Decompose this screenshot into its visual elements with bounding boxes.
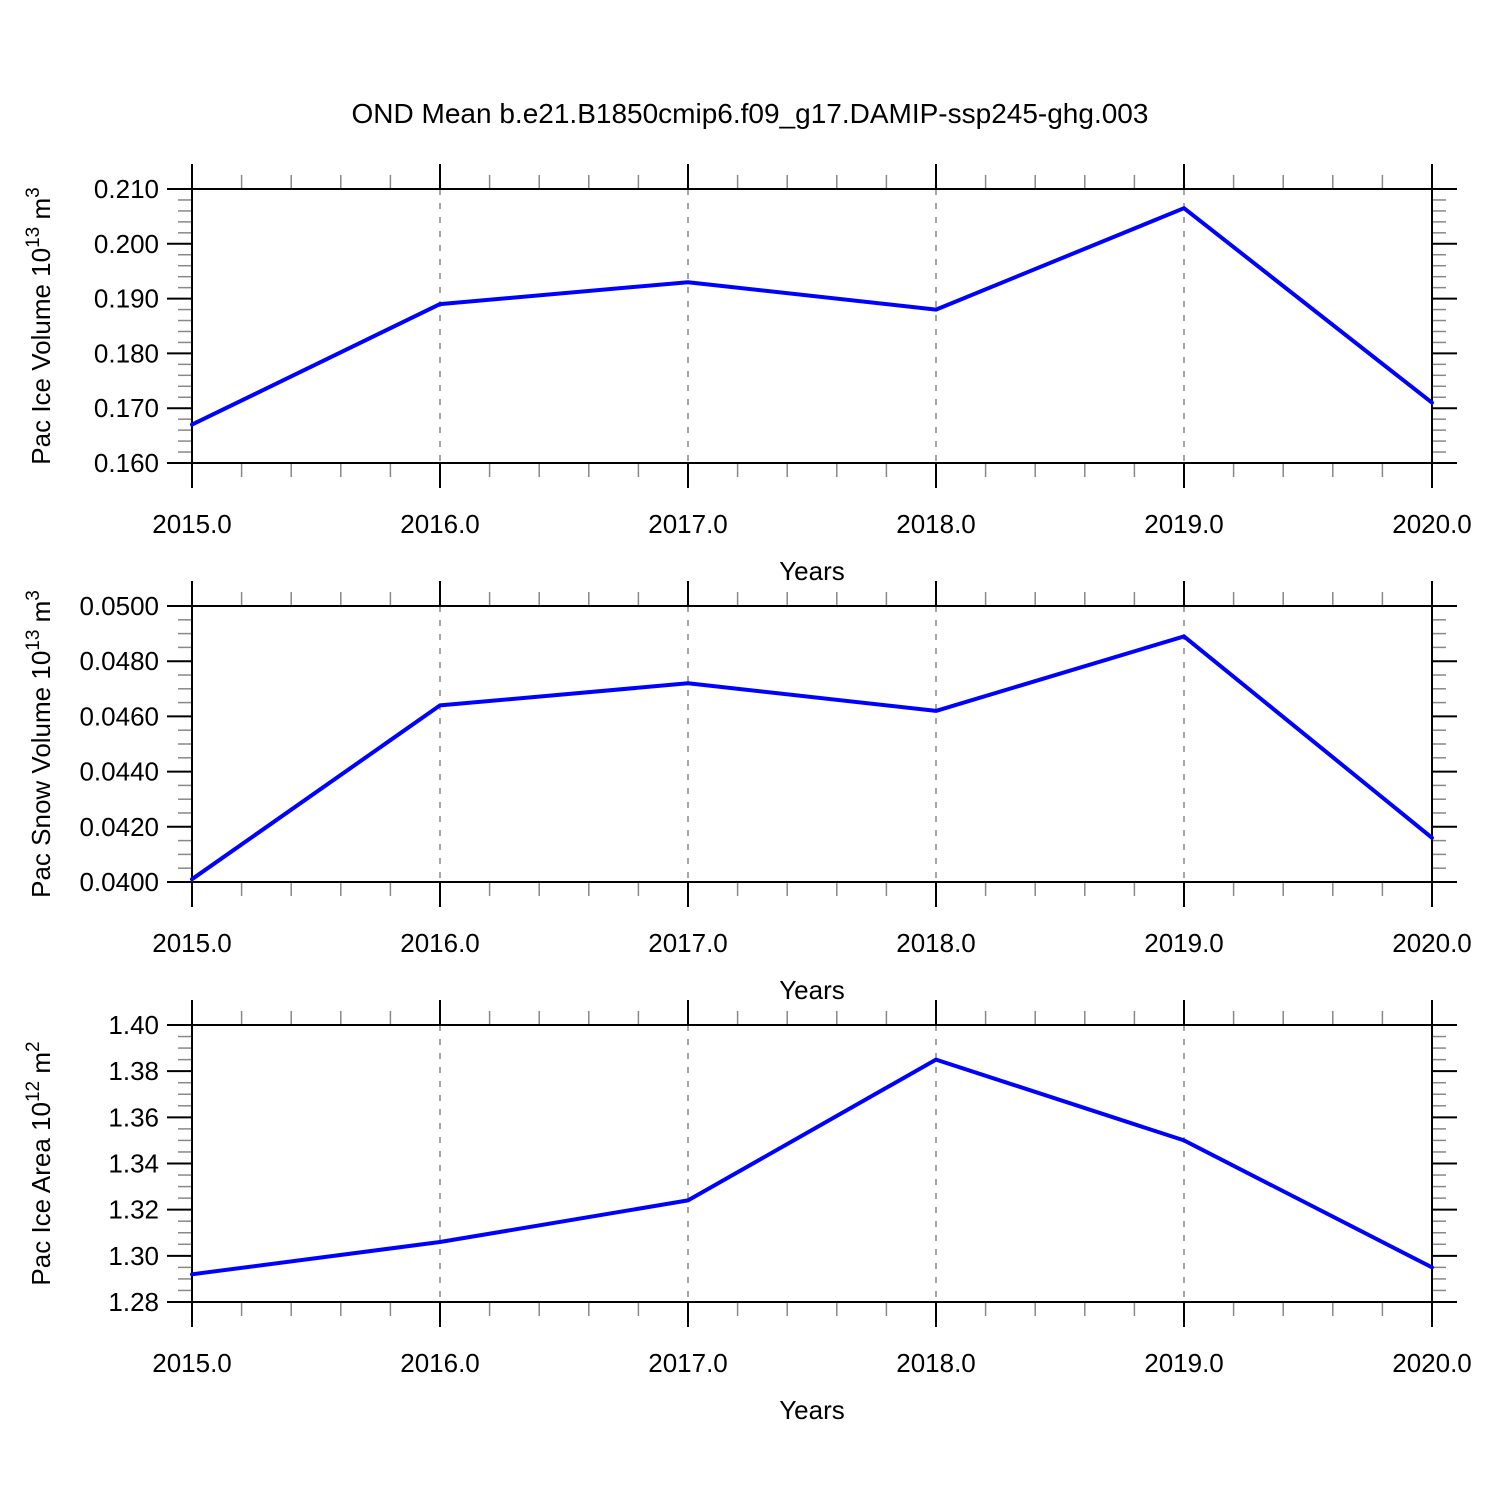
x-tick-label: 2015.0	[152, 509, 232, 539]
x-tick-label: 2020.0	[1392, 928, 1472, 958]
x-axis-title: Years	[779, 1395, 845, 1425]
y-tick-label: 0.0420	[79, 812, 159, 842]
y-tick-label: 1.40	[108, 1010, 159, 1040]
y-axis-title-text: Pac Snow Volume 10	[26, 651, 56, 898]
data-line-panel-1	[190, 206, 1434, 427]
y-tick-label: 0.0480	[79, 646, 159, 676]
y-tick-label: 0.170	[94, 393, 159, 423]
panel-3: 1.28 1.30 1.32 1.34 1.36 1.38 1.40 2015.0 2016.0…	[23, 1000, 1472, 1425]
y-axis-title-sup: 12	[23, 1081, 44, 1102]
y-tick-label: 0.190	[94, 284, 159, 314]
y-axis-title: Pac Snow Volume 1013 m3	[23, 590, 56, 898]
plot-frame	[191, 1024, 1433, 1303]
x-tick-label: 2019.0	[1144, 1348, 1224, 1378]
y-axis-title-sup: 3	[23, 187, 44, 198]
y-axis-title-text: Pac Ice Area 10	[26, 1102, 56, 1286]
y-tick-label: 1.34	[108, 1149, 159, 1179]
x-tick-label: 2017.0	[648, 509, 728, 539]
x-tick-label: 2015.0	[152, 928, 232, 958]
x-tick-label: 2018.0	[896, 1348, 976, 1378]
x-tick-label: 2020.0	[1392, 509, 1472, 539]
x-tick-label: 2019.0	[1144, 928, 1224, 958]
y-axis-title-sup: 2	[23, 1041, 44, 1052]
y-tick-label: 1.36	[108, 1102, 159, 1132]
y-tick-label: 0.200	[94, 229, 159, 259]
y-tick-label: 0.160	[94, 448, 159, 478]
x-tick-label: 2017.0	[648, 928, 728, 958]
x-tick-label: 2019.0	[1144, 509, 1224, 539]
x-tick-label: 2020.0	[1392, 1348, 1472, 1378]
y-tick-label: 1.30	[108, 1241, 159, 1271]
y-axis-title-sup: 13	[23, 227, 44, 248]
figure-title: OND Mean b.e21.B1850cmip6.f09_g17.DAMIP-…	[351, 98, 1149, 129]
y-axis-title-text: m	[26, 198, 56, 227]
x-tick-label: 2018.0	[896, 928, 976, 958]
y-tick-label: 0.210	[94, 174, 159, 204]
y-axis-title-text: m	[26, 1052, 56, 1081]
y-axis-title-sup: 3	[23, 590, 44, 601]
y-tick-label: 0.0440	[79, 757, 159, 787]
panel-1: 0.160 0.170 0.180 0.190 0.200 0.210 2015.0 2016…	[23, 164, 1472, 586]
y-axis-title-text: m	[26, 601, 56, 630]
x-axis-title: Years	[779, 556, 845, 586]
data-line-panel-2	[190, 634, 1434, 882]
y-axis-title: Pac Ice Volume 1013 m3	[23, 187, 56, 464]
y-tick-label: 0.180	[94, 338, 159, 368]
y-axis-title-text: Pac Ice Volume 10	[26, 248, 56, 465]
plot-frame	[191, 605, 1433, 883]
x-tick-label: 2016.0	[400, 928, 480, 958]
x-tick-label: 2015.0	[152, 1348, 232, 1378]
panel-2: 0.0400 0.0420 0.0440 0.0460 0.0480 0.0500 2015…	[23, 581, 1472, 1005]
y-tick-label: 1.38	[108, 1056, 159, 1086]
plot-frame	[191, 188, 1433, 464]
y-tick-label: 0.0500	[79, 591, 159, 621]
x-tick-label: 2016.0	[400, 509, 480, 539]
x-tick-label: 2016.0	[400, 1348, 480, 1378]
y-axis-title-sup: 13	[23, 630, 44, 651]
x-axis-title: Years	[779, 975, 845, 1005]
y-axis-title: Pac Ice Area 1012 m2	[23, 1041, 56, 1285]
x-tick-label: 2017.0	[648, 1348, 728, 1378]
y-tick-label: 0.0400	[79, 867, 159, 897]
y-tick-label: 1.32	[108, 1195, 159, 1225]
x-tick-label: 2018.0	[896, 509, 976, 539]
data-line-panel-3	[190, 1057, 1434, 1277]
y-tick-label: 0.0460	[79, 701, 159, 731]
y-tick-label: 1.28	[108, 1287, 159, 1317]
